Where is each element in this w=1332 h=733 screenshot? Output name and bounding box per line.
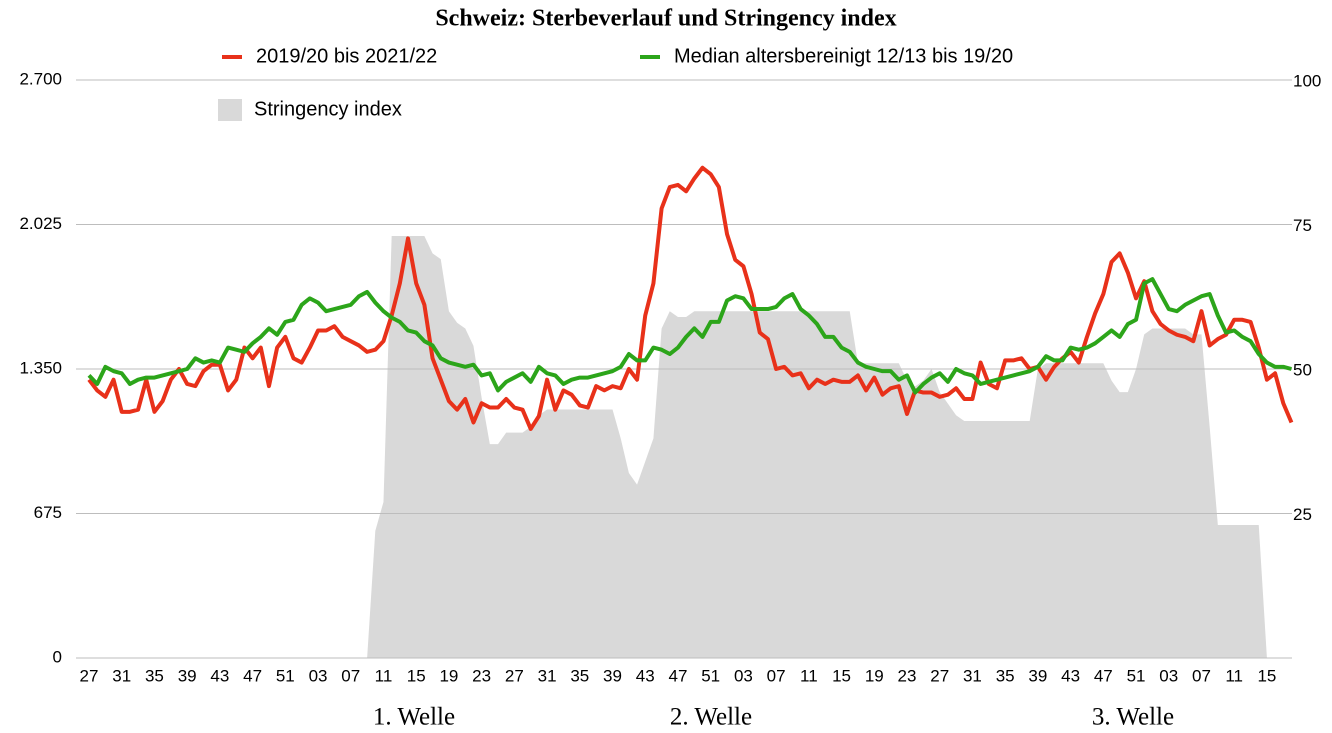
legend-label: Median altersbereinigt 12/13 bis 19/20: [674, 45, 1013, 67]
y-tick-label: 1.350: [19, 358, 62, 377]
chart-title: Schweiz: Sterbeverlauf und Stringency in…: [435, 6, 896, 32]
x-tick-label: 31: [538, 666, 557, 685]
y2-tick-label: 25: [1293, 505, 1312, 524]
x-tick-label: 19: [865, 666, 884, 685]
x-tick-label: 47: [243, 666, 262, 685]
x-tick-label: 23: [898, 666, 917, 685]
x-tick-label: 03: [1159, 666, 1178, 685]
x-tick-label: 07: [767, 666, 786, 685]
x-tick-label: 07: [1192, 666, 1211, 685]
x-tick-label: 39: [603, 666, 622, 685]
x-tick-label: 47: [1094, 666, 1113, 685]
x-tick-label: 11: [800, 666, 818, 685]
x-tick-label: 15: [1257, 666, 1276, 685]
x-tick-label: 19: [439, 666, 458, 685]
line: [87, 277, 1292, 395]
annotation: 1. Welle: [373, 704, 455, 731]
line: [87, 165, 1294, 431]
x-tick-label: 39: [178, 666, 197, 685]
x-tick-label: 23: [472, 666, 491, 685]
y-tick-label: 675: [34, 503, 62, 522]
y-tick-label: 2.700: [19, 69, 62, 88]
x-tick-label: 27: [505, 666, 524, 685]
x-tick-label: 39: [1028, 666, 1047, 685]
x-tick-label: 35: [996, 666, 1015, 685]
x-tick-label: 43: [210, 666, 229, 685]
y-tick-label: 2.025: [19, 214, 62, 233]
area: [89, 236, 1292, 658]
x-tick-label: 15: [407, 666, 426, 685]
x-tick-label: 31: [963, 666, 982, 685]
x-tick-label: 47: [668, 666, 687, 685]
y2-tick-label: 50: [1293, 360, 1312, 379]
x-tick-label: 35: [145, 666, 164, 685]
x-tick-label: 43: [636, 666, 655, 685]
annotation: 3. Welle: [1092, 704, 1174, 731]
y2-tick-label: 100: [1293, 71, 1321, 90]
x-tick-label: 27: [80, 666, 99, 685]
y2-tick-label: 75: [1293, 216, 1312, 235]
legend-swatch: [218, 99, 242, 121]
x-tick-label: 51: [1127, 666, 1146, 685]
x-tick-label: 35: [570, 666, 589, 685]
x-tick-label: 03: [734, 666, 753, 685]
y-tick-label: 0: [53, 647, 62, 666]
x-tick-label: 51: [276, 666, 295, 685]
x-tick-label: 31: [112, 666, 131, 685]
x-tick-label: 15: [832, 666, 851, 685]
x-tick-label: 03: [309, 666, 328, 685]
x-tick-label: 27: [930, 666, 949, 685]
x-tick-label: 11: [375, 666, 393, 685]
legend-label: Stringency index: [254, 98, 402, 120]
x-tick-label: 11: [1225, 666, 1243, 685]
legend-label: 2019/20 bis 2021/22: [256, 45, 437, 67]
x-tick-label: 51: [701, 666, 720, 685]
annotation: 2. Welle: [670, 704, 752, 731]
x-tick-label: 43: [1061, 666, 1080, 685]
x-tick-label: 07: [341, 666, 360, 685]
